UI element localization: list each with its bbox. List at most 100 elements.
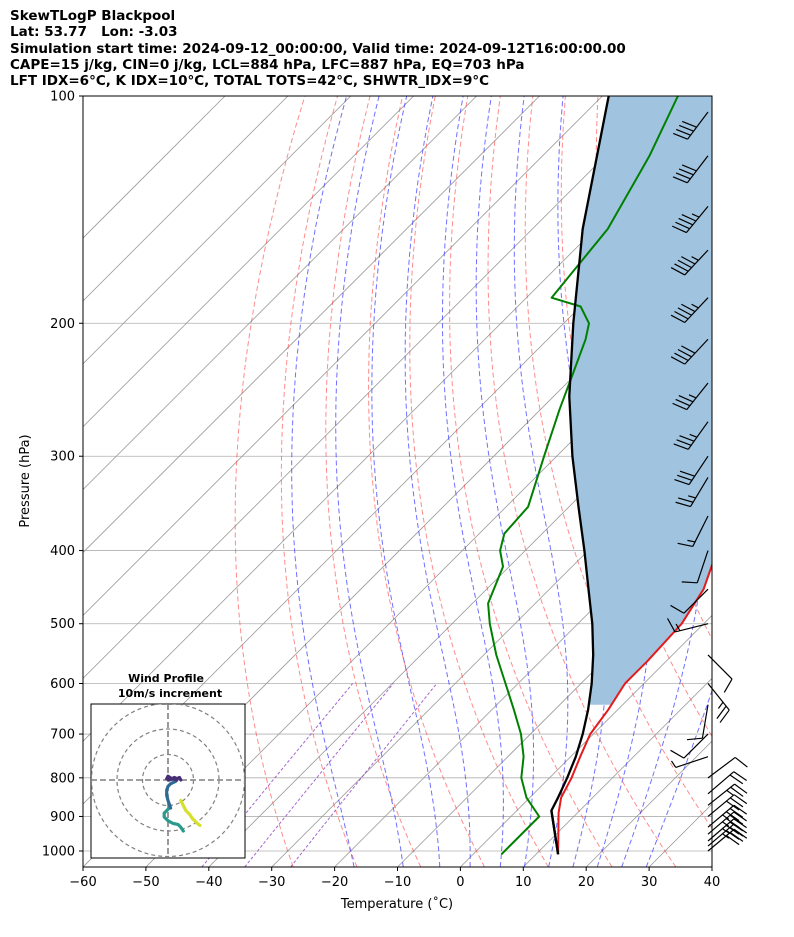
profile-lines	[487, 96, 712, 856]
barb-full	[729, 797, 744, 808]
x-tick-label: 20	[578, 875, 595, 890]
y-tick-label: 100	[50, 90, 75, 105]
barb-full	[678, 395, 694, 403]
barb-full	[674, 478, 690, 486]
parcel-line	[550, 96, 610, 855]
barb-half	[722, 828, 730, 834]
barb-full	[674, 263, 689, 272]
hodograph-trace	[165, 774, 183, 782]
wind-barb	[675, 477, 709, 508]
barb-staff	[686, 155, 709, 184]
barb-full	[672, 225, 687, 234]
isotherm-50	[775, 96, 794, 867]
barb-staff	[696, 550, 709, 584]
barb-full	[681, 213, 697, 222]
barb-half	[688, 394, 697, 399]
barb-staff	[686, 382, 709, 410]
barb-full	[666, 618, 676, 633]
isotherm--30	[271, 426, 712, 867]
y-axis-label: Pressure (hPa)	[18, 434, 33, 527]
station-title: SkewTLogP Blackpool	[10, 8, 176, 24]
barb-full	[670, 604, 685, 614]
wind-barb	[681, 550, 709, 584]
barb-full	[725, 811, 740, 822]
barb-full	[726, 800, 740, 811]
barb-full	[670, 749, 685, 759]
barb-half	[687, 539, 696, 543]
barb-staff	[674, 623, 709, 633]
dry-adiabat	[728, 96, 794, 867]
location-line: Lat: 53.77 Lon: -3.03	[10, 24, 178, 41]
hodograph-title: Wind Profile	[128, 672, 204, 685]
wind-barb	[666, 618, 709, 633]
barb-full	[670, 267, 686, 276]
barb-full	[729, 821, 744, 832]
barb-full	[681, 345, 696, 354]
barb-full	[678, 124, 694, 132]
barb-full	[673, 443, 689, 450]
barb-full	[675, 128, 691, 136]
barb-half	[726, 789, 734, 796]
barb-full	[716, 705, 727, 720]
barb-staff	[707, 756, 736, 779]
isotherm--50	[145, 300, 712, 867]
barb-full	[674, 352, 689, 362]
barb-full	[676, 439, 692, 446]
moist-adiabat	[513, 96, 569, 867]
moist-adiabat	[621, 96, 708, 867]
hodograph-trace	[179, 798, 202, 827]
x-tick-label: −10	[384, 875, 411, 890]
mixing-ratio-line	[244, 683, 394, 867]
barb-full	[719, 709, 730, 723]
wind-barb	[670, 297, 709, 324]
barb-full	[681, 164, 697, 172]
wind-barb	[672, 155, 709, 184]
temperature-line	[557, 562, 712, 855]
isotherm-40	[711, 866, 712, 867]
barb-full	[726, 835, 740, 846]
barb-full	[674, 311, 689, 320]
barb-half	[691, 256, 699, 261]
barb-staff	[684, 297, 709, 323]
barb-staff	[707, 683, 730, 711]
barb-full	[677, 542, 693, 548]
wind-barb	[707, 794, 748, 817]
barb-full	[725, 830, 740, 840]
cape-area	[569, 96, 712, 705]
x-tick-label: −50	[132, 875, 159, 890]
barb-half	[722, 833, 730, 839]
x-tick-label: −40	[195, 875, 222, 890]
barb-full	[672, 176, 688, 184]
barb-staff	[685, 205, 709, 233]
wind-barb	[672, 111, 709, 140]
wind-barb	[686, 704, 709, 741]
x-axis-label: Temperature (˚C)	[340, 896, 453, 912]
barb-full	[675, 501, 691, 508]
hodograph-plot	[91, 704, 245, 858]
barb-full	[734, 783, 748, 794]
barb-full	[729, 807, 744, 818]
y-tick-label: 800	[50, 771, 75, 786]
barb-full	[681, 120, 697, 128]
time-line: Simulation start time: 2024-09-12_00:00:…	[10, 40, 626, 57]
barb-full	[672, 402, 688, 411]
y-tick-label: 1000	[42, 845, 75, 860]
barb-half	[670, 760, 677, 768]
moist-adiabat	[404, 96, 471, 867]
dry-adiabat	[449, 96, 613, 867]
barb-full	[733, 818, 747, 829]
barb-full	[681, 581, 698, 584]
dewpoint-line	[487, 96, 679, 856]
barb-full	[672, 132, 688, 140]
x-tick-label: −30	[258, 875, 285, 890]
cape-fill	[569, 96, 712, 705]
dry-adiabat	[234, 96, 306, 867]
barb-full	[670, 356, 686, 365]
wind-barb	[672, 382, 709, 411]
barb-full	[725, 824, 740, 835]
dry-adiabat	[487, 96, 677, 867]
moist-adiabat	[371, 96, 441, 867]
moist-adiabat	[475, 96, 535, 867]
barb-staff	[688, 455, 709, 485]
isotherm--130	[83, 96, 414, 428]
